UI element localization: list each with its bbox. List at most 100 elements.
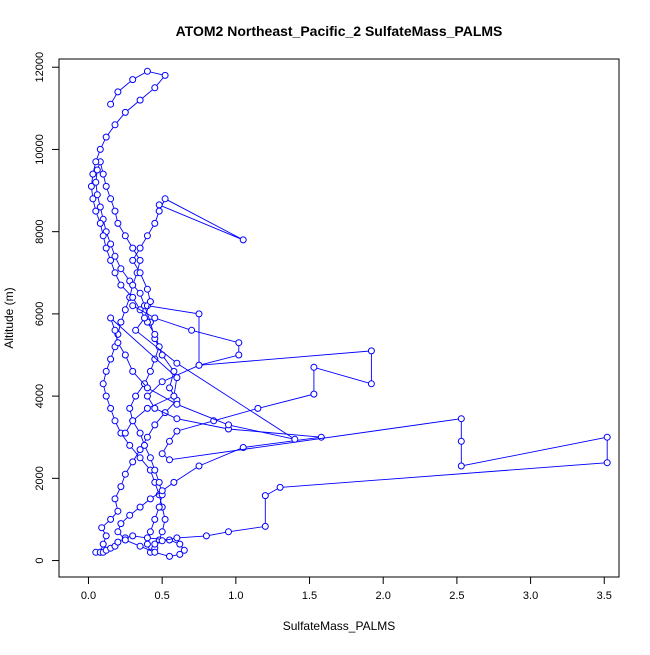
y-tick-label: 12000: [34, 52, 46, 83]
data-point: [146, 528, 154, 536]
data-point: [93, 166, 101, 174]
series-line: [147, 305, 608, 545]
data-point: [151, 219, 159, 227]
x-tick-label: 0.0: [81, 590, 96, 602]
data-point: [117, 318, 125, 326]
series-1: [87, 67, 181, 556]
data-point: [188, 326, 196, 334]
data-point: [143, 433, 151, 441]
y-tick-label: 6000: [34, 302, 46, 326]
series-line: [90, 70, 178, 554]
data-point: [121, 351, 129, 359]
data-point: [291, 435, 299, 443]
y-tick-label: 4000: [34, 384, 46, 408]
data-point: [151, 84, 159, 92]
data-point: [107, 100, 115, 108]
data-point: [121, 232, 129, 240]
data-point: [136, 96, 144, 104]
data-point: [457, 462, 465, 470]
data-point: [93, 191, 101, 199]
data-point: [136, 446, 144, 454]
chart-title: ATOM2 Northeast_Pacific_2 SulfateMass_PA…: [176, 23, 503, 39]
x-axis-label: SulfateMass_PALMS: [283, 619, 396, 633]
data-point: [92, 158, 100, 166]
data-point: [99, 170, 107, 178]
data-point: [129, 244, 137, 252]
data-point: [457, 437, 465, 445]
data-point: [310, 363, 318, 371]
data-point: [143, 534, 151, 542]
data-point: [151, 330, 159, 338]
data-point: [166, 384, 173, 392]
data-point: [114, 528, 122, 536]
data-point: [180, 546, 188, 554]
data-point: [121, 470, 129, 478]
data-point: [161, 515, 169, 523]
data-point: [143, 392, 151, 400]
data-point: [155, 478, 163, 486]
data-point: [173, 427, 181, 435]
data-point: [166, 437, 173, 445]
series-line: [110, 198, 296, 440]
data-point: [173, 374, 181, 382]
data-point: [151, 540, 159, 548]
data-point: [136, 542, 144, 550]
data-point: [176, 540, 184, 548]
data-point: [151, 548, 159, 556]
data-point: [126, 441, 134, 449]
data-point: [132, 326, 140, 334]
data-point: [239, 236, 247, 244]
data-point: [111, 207, 119, 215]
data-point: [158, 378, 166, 386]
x-tick-label: 2.5: [449, 590, 464, 602]
data-point: [102, 532, 110, 540]
data-point: [107, 515, 115, 523]
data-point: [114, 88, 122, 96]
data-point: [136, 269, 144, 277]
data-point: [158, 528, 166, 536]
x-tick-label: 3.5: [597, 590, 612, 602]
data-point: [126, 404, 134, 412]
series-3: [143, 302, 611, 548]
data-point: [367, 380, 375, 388]
data-point: [121, 306, 129, 314]
data-point: [107, 355, 115, 363]
y-tick-label: 10000: [34, 134, 46, 165]
data-point: [603, 433, 611, 441]
x-tick-label: 2.0: [376, 590, 391, 602]
data-point: [235, 351, 243, 359]
data-point: [129, 293, 137, 301]
data-point: [143, 67, 151, 75]
data-point: [276, 483, 284, 491]
data-point: [151, 515, 159, 523]
data-point: [173, 359, 181, 367]
data-point: [146, 454, 154, 462]
data-point: [96, 145, 104, 153]
data-point: [102, 133, 110, 141]
data-point: [129, 367, 137, 375]
data-point: [155, 207, 163, 215]
data-point: [102, 367, 110, 375]
data-point: [151, 421, 159, 429]
data-point: [99, 380, 107, 388]
data-point: [603, 459, 611, 467]
data-point: [117, 483, 125, 491]
data-point: [117, 281, 125, 289]
data-point: [143, 285, 151, 293]
data-point: [310, 390, 318, 398]
x-tick-label: 3.0: [523, 590, 538, 602]
data-point: [89, 170, 97, 178]
data-point: [195, 462, 203, 470]
data-point: [92, 178, 100, 186]
series-4: [107, 195, 299, 443]
data-point: [155, 503, 163, 511]
data-point: [117, 265, 125, 273]
series-2: [92, 302, 325, 560]
data-point: [225, 528, 232, 536]
x-tick-label: 1.5: [302, 590, 317, 602]
data-point: [114, 339, 122, 347]
y-axis-label: Altitude (m): [2, 287, 16, 348]
data-point: [143, 232, 151, 240]
data-point: [111, 252, 119, 260]
